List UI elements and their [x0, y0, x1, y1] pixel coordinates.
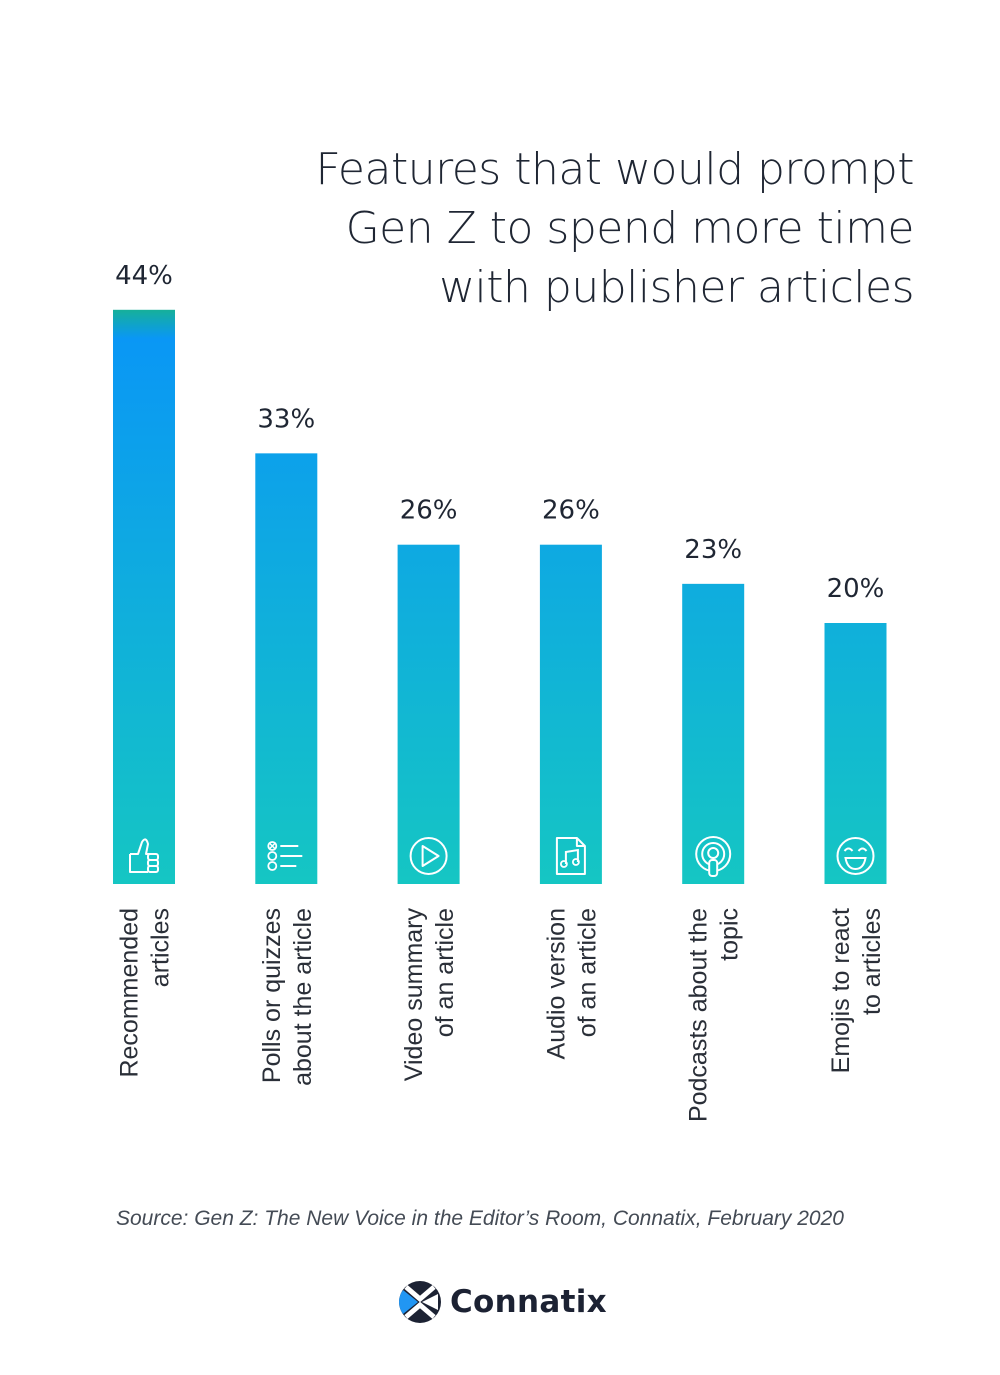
thumbs-up-icon: [129, 838, 159, 873]
smile-emoji-icon: [836, 837, 875, 875]
data-label: 26%: [542, 496, 600, 526]
category-label-line: Polls or quizzes: [258, 908, 286, 1083]
brand-name: Connatix: [450, 1284, 607, 1320]
bar: [539, 544, 602, 884]
music-file-icon: [555, 837, 586, 875]
title-line: with publisher articles: [439, 262, 914, 313]
data-label: 26%: [400, 496, 458, 526]
podcast-icon: [695, 836, 732, 877]
play-icon: [409, 837, 448, 875]
category-label-line: Podcasts about the: [685, 908, 713, 1122]
data-label: 33%: [257, 404, 315, 434]
source-note: Source: Gen Z: The New Voice in the Edit…: [116, 1207, 844, 1230]
category-label-line: Video summary: [400, 908, 428, 1082]
data-label: 20%: [827, 574, 885, 604]
bar: [824, 623, 887, 884]
bar: [682, 583, 745, 884]
bar: [397, 544, 460, 884]
category-label-line: Audio version: [542, 908, 570, 1059]
category-label-line: of an article: [573, 908, 601, 1037]
data-label: 23%: [684, 535, 742, 565]
bar: [255, 453, 318, 884]
connatix-logo-icon: [399, 1281, 441, 1323]
category-label-line: Recommended: [116, 908, 144, 1078]
category-label: Audio version of an article: [542, 908, 601, 1059]
category-label-line: of an article: [431, 908, 459, 1037]
bar-chart: 44% 33% 26% 26% 23% 20% Recommended articles Po…: [113, 261, 887, 1122]
title-line: Gen Z to spend more time: [345, 203, 915, 254]
title-line: Features that would prompt: [315, 144, 915, 195]
bar: [113, 309, 175, 884]
category-label-line: articles: [147, 908, 175, 987]
connatix-logo: Connatix: [398, 1280, 607, 1324]
category-label: Polls or quizzes about the article: [258, 908, 317, 1086]
category-label-line: about the article: [289, 908, 317, 1086]
chart-title: Features that would prompt Gen Z to spen…: [214, 140, 915, 317]
category-label: Recommended articles: [116, 908, 175, 1078]
data-label: 44%: [115, 261, 173, 291]
category-label-line: to articles: [858, 908, 886, 1015]
category-label-line: topic: [716, 908, 744, 961]
category-label: Podcasts about the topic: [685, 908, 744, 1122]
category-label: Emojis to react to articles: [827, 908, 886, 1073]
category-label-line: Emojis to react: [827, 908, 855, 1073]
checklist-icon: [267, 841, 303, 871]
category-label: Video summary of an article: [400, 908, 459, 1082]
